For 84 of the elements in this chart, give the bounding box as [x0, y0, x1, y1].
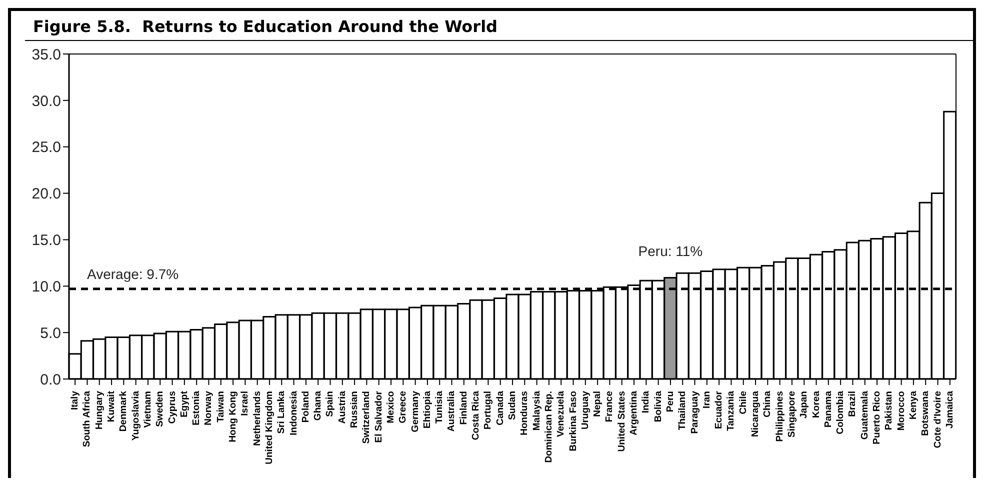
x-tick-label: Botswana — [920, 390, 932, 436]
y-tick-label: 5.0 — [40, 324, 61, 342]
x-tick-label: Colombia — [835, 390, 846, 434]
x-tick-label: United Kingdom — [264, 391, 275, 464]
x-tick-label: Cyprus — [166, 391, 178, 424]
x-tick-label: Poland — [300, 390, 312, 423]
x-tick-label: Germany — [410, 390, 421, 432]
x-tick-label: Ecuador — [714, 390, 725, 430]
y-tick-label: 15.0 — [32, 232, 61, 250]
x-tick-label: Mexico — [385, 390, 396, 424]
x-tick-label: Denmark — [118, 390, 130, 432]
x-tick-label: El Salvador — [373, 390, 384, 443]
x-tick-label: Morocco — [896, 390, 907, 431]
x-tick-label: Puerto Rico — [872, 390, 883, 444]
x-tick-label: Ghana — [312, 390, 324, 421]
x-tick-label: Uruguay — [580, 390, 591, 430]
x-tick-label: Russian — [349, 390, 360, 428]
x-tick-label: Argentina — [628, 390, 640, 436]
x-tick-label: Sri Lanka — [276, 390, 288, 434]
y-tick-label: 20.0 — [32, 186, 61, 203]
y-tick-label: 10.0 — [32, 278, 61, 296]
x-tick-label: United States — [616, 391, 628, 452]
x-tick-label: Tunisia — [434, 390, 446, 424]
x-tick-label: Sweden — [154, 390, 166, 427]
x-tick-label: Tanzania — [726, 390, 737, 431]
x-tick-label: India — [640, 390, 652, 414]
y-tick-label: 25.0 — [32, 139, 61, 156]
x-tick-label: China — [762, 390, 774, 418]
x-tick-label: Pakistan — [884, 390, 895, 430]
x-tick-label: Switzerland — [361, 390, 372, 444]
x-tick-label: Thailand — [677, 390, 688, 430]
x-tick-label: Austria — [336, 390, 348, 424]
chart-title: Figure 5.8. Returns to Education Around the World — [25, 11, 973, 41]
x-tick-label: Nepal — [592, 391, 604, 417]
x-tick-label: Italy — [70, 390, 81, 410]
x-tick-label: Costa Rica — [470, 390, 482, 440]
x-tick-label: Hungary — [94, 390, 105, 430]
ref-line-label: Average: 9.7% — [87, 266, 179, 282]
y-tick-label: 30.0 — [32, 92, 61, 110]
x-tick-label: Hong Kong — [228, 390, 239, 442]
x-tick-label: Finland — [458, 390, 470, 425]
x-tick-label: Taiwan — [215, 390, 226, 422]
x-tick-label: Ehtiopia — [422, 390, 433, 428]
x-tick-label: Sudan — [507, 390, 518, 420]
x-tick-label: Peru — [664, 390, 676, 412]
x-tick-label: Israel — [240, 391, 251, 416]
x-tick-label: Honduras — [519, 391, 530, 436]
x-tick-label: Venezuela — [556, 390, 567, 437]
x-tick-label: Kenya — [908, 390, 919, 420]
x-tick-label: Malaysia — [531, 390, 542, 431]
y-tick-label: 0.0 — [40, 371, 61, 388]
x-tick-label: Portugal — [482, 391, 494, 430]
x-tick-label: France — [604, 391, 616, 422]
x-tick-label: Kuwait — [106, 390, 118, 422]
x-tick-label: Brazil — [847, 391, 858, 417]
x-tick-label: Cote d'Ivoire — [932, 391, 944, 448]
x-tick-label: Egypt — [178, 390, 190, 418]
x-tick-label: Korea — [810, 390, 822, 418]
x-tick-label: Japan — [798, 390, 810, 418]
x-tick-label: Greece — [398, 391, 409, 424]
x-tick-label: Paraguay — [689, 390, 700, 434]
x-tick-label: Chile — [738, 391, 749, 414]
x-tick-label: Jamaica — [944, 390, 956, 429]
x-tick-label: Spain — [324, 390, 336, 417]
x-tick-label: Iran — [701, 390, 712, 408]
x-tick-label: Netherlands — [252, 391, 263, 446]
x-tick-label: Burkina Faso — [568, 390, 579, 452]
x-tick-label: Norway — [203, 390, 214, 426]
x-tick-label: Yugoslavia — [130, 390, 142, 441]
x-tick-label: Australia — [446, 390, 458, 432]
x-tick-label: Nicaragua — [750, 390, 762, 437]
x-tick-label: Dominican Rep. — [543, 391, 554, 463]
annotation: Peru: 11% — [638, 242, 703, 259]
y-tick-label: 35.0 — [32, 46, 61, 64]
x-tick-label: Singapore — [786, 391, 798, 438]
x-tick-label: South Africa — [82, 390, 93, 448]
x-tick-label: Panama — [822, 390, 834, 428]
x-tick-label: Canada — [494, 390, 506, 426]
x-tick-label: Vietnam — [142, 391, 154, 428]
x-tick-label: Indonesia — [288, 390, 300, 436]
x-tick-label: Bolivia — [652, 390, 664, 422]
x-tick-label: Estonia — [191, 390, 202, 426]
x-tick-label: Guatemala — [859, 390, 870, 440]
x-tick-label: Philippines — [774, 391, 786, 442]
